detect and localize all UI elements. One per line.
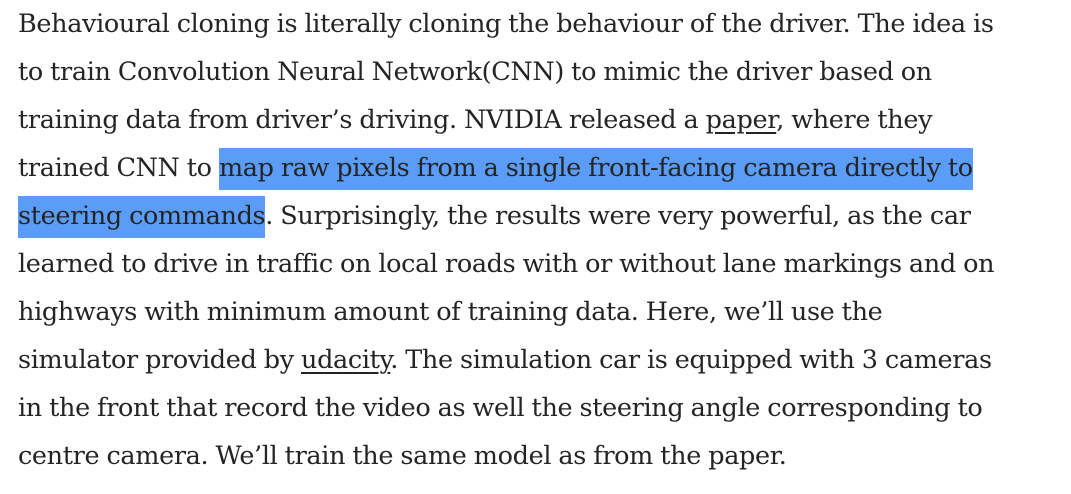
line-text: Behavioural cloning is literally cloning… xyxy=(18,9,994,39)
paragraph-line: in the front that record the video as we… xyxy=(18,384,1058,432)
paragraph-line: steering commands. Surprisingly, the res… xyxy=(18,192,1058,240)
paragraph-line: simulator provided by udacity. The simul… xyxy=(18,336,1058,384)
paragraph-line: highways with minimum amount of training… xyxy=(18,288,1058,336)
line-text: highways with minimum amount of training… xyxy=(18,297,883,327)
selected-text-highlight: map raw pixels from a single front-facin… xyxy=(218,148,973,190)
article-paragraph: Behavioural cloning is literally cloning… xyxy=(18,0,1058,480)
line-text: in the front that record the video as we… xyxy=(18,393,983,423)
selected-text-highlight: steering commands xyxy=(18,196,266,238)
paragraph-line: training data from driver’s driving. NVI… xyxy=(18,96,1058,144)
line-text: . Surprisingly, the results were very po… xyxy=(265,201,971,231)
paragraph-line: to train Convolution Neural Network(CNN)… xyxy=(18,48,1058,96)
line-text: trained CNN to xyxy=(18,153,219,183)
line-text: learned to drive in traffic on local roa… xyxy=(18,249,995,279)
line-text: training data from driver’s driving. NVI… xyxy=(18,105,706,135)
udacity-link[interactable]: udacity xyxy=(301,345,391,375)
line-text: simulator provided by xyxy=(18,345,302,375)
paragraph-line: centre camera. We’ll train the same mode… xyxy=(18,432,1058,480)
line-text: . The simulation car is equipped with 3 … xyxy=(390,345,992,375)
paragraph-line: trained CNN to map raw pixels from a sin… xyxy=(18,144,1058,192)
paragraph-line: learned to drive in traffic on local roa… xyxy=(18,240,1058,288)
paper-link[interactable]: paper xyxy=(705,105,777,135)
line-text: centre camera. We’ll train the same mode… xyxy=(18,441,787,471)
line-text: to train Convolution Neural Network(CNN)… xyxy=(18,57,932,87)
paragraph-line: Behavioural cloning is literally cloning… xyxy=(18,0,1058,48)
line-text: , where they xyxy=(776,105,933,135)
